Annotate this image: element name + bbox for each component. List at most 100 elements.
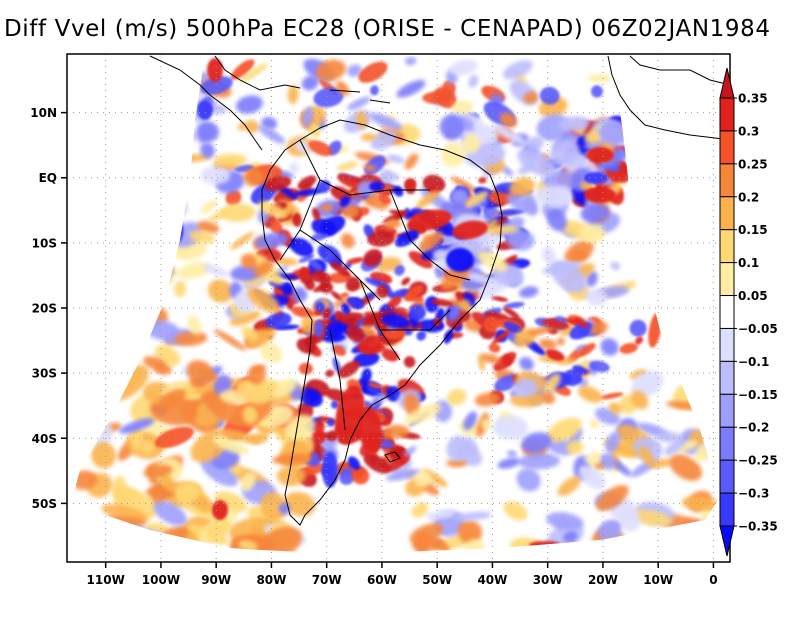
contour-cell bbox=[481, 418, 492, 430]
contour-cell bbox=[313, 320, 324, 338]
contour-cell bbox=[669, 454, 703, 481]
contour-cell bbox=[497, 208, 525, 216]
contour-cell bbox=[539, 86, 560, 105]
contour-cell bbox=[346, 257, 365, 265]
contour-cell bbox=[351, 467, 370, 485]
contour-cell bbox=[304, 279, 316, 291]
x-tick-label: 100W bbox=[142, 573, 180, 587]
y-tick-label: 10S bbox=[32, 236, 57, 250]
contour-cell bbox=[401, 277, 411, 286]
coastline bbox=[607, 55, 731, 141]
contour-cell bbox=[153, 275, 173, 286]
contour-cell bbox=[491, 124, 526, 145]
contour-cell bbox=[477, 250, 508, 272]
contour-cell bbox=[240, 63, 268, 83]
contour-cell bbox=[89, 379, 106, 393]
contour-cell bbox=[315, 59, 346, 82]
contour-cell bbox=[535, 185, 574, 208]
contour-cell bbox=[158, 388, 186, 410]
contour-cell bbox=[339, 195, 351, 207]
contour-cell bbox=[288, 163, 300, 174]
contour-cell bbox=[597, 147, 629, 169]
contour-cell bbox=[230, 59, 255, 80]
contour-cell bbox=[97, 525, 141, 536]
contour-cell bbox=[298, 362, 313, 375]
contour-cell bbox=[332, 297, 350, 308]
contour-cell bbox=[248, 433, 269, 444]
contour-cell bbox=[297, 175, 317, 190]
contour-cell bbox=[381, 313, 410, 329]
contour-cell bbox=[580, 180, 594, 192]
contour-cell bbox=[212, 435, 249, 455]
coastline bbox=[369, 99, 391, 104]
contour-cell bbox=[393, 186, 404, 197]
coastline bbox=[299, 179, 381, 301]
contour-cell bbox=[177, 262, 211, 279]
colorbar-swatch bbox=[719, 97, 735, 132]
contour-cell bbox=[546, 208, 567, 232]
contour-cell bbox=[608, 402, 622, 415]
colorbar-label: −0.2 bbox=[738, 421, 769, 435]
contour-cell bbox=[141, 440, 154, 455]
contour-cell bbox=[174, 481, 200, 503]
coastline bbox=[389, 189, 471, 281]
colorbar-label: 0.2 bbox=[738, 190, 759, 204]
contour-cell bbox=[589, 360, 610, 373]
contour-cell bbox=[335, 312, 365, 325]
contour-cell bbox=[330, 261, 351, 277]
contour-cell bbox=[416, 190, 440, 209]
colorbar-label: 0.05 bbox=[738, 289, 768, 303]
contour-cell bbox=[197, 100, 213, 120]
contour-cell bbox=[335, 80, 350, 96]
contour-cell bbox=[339, 468, 356, 485]
contour-cell bbox=[474, 392, 501, 407]
contour-cell bbox=[586, 147, 614, 163]
contour-cell bbox=[503, 301, 525, 309]
contour-cell bbox=[358, 61, 388, 83]
y-tick-label: 50S bbox=[32, 497, 57, 511]
contour-cell bbox=[207, 279, 233, 303]
contour-cell bbox=[411, 502, 429, 518]
y-tick-label: EQ bbox=[39, 171, 57, 185]
contour-cell bbox=[502, 307, 520, 319]
contour-cell bbox=[322, 452, 338, 488]
contour-cell bbox=[91, 442, 116, 469]
contour-cell bbox=[312, 207, 321, 221]
colorbar-label: 0.3 bbox=[738, 124, 759, 138]
contour-cell bbox=[212, 500, 228, 520]
contour-cell bbox=[648, 459, 673, 469]
chart-title: Diff Vvel (m/s) 500hPa EC28 (ORISE - CEN… bbox=[4, 16, 771, 42]
contour-cell bbox=[578, 465, 606, 490]
contour-cell bbox=[491, 295, 509, 302]
contour-cell bbox=[72, 511, 91, 524]
contour-cell bbox=[370, 85, 379, 96]
contour-cell bbox=[197, 220, 220, 234]
contour-cell bbox=[320, 215, 346, 235]
contour-cell bbox=[518, 453, 561, 470]
contour-cell bbox=[360, 133, 377, 142]
contour-cell bbox=[72, 367, 94, 397]
contour-cell bbox=[590, 321, 608, 336]
colorbar-swatch bbox=[719, 492, 735, 527]
contour-cell bbox=[369, 113, 403, 131]
contour-cell bbox=[364, 316, 377, 324]
contour-cell bbox=[200, 199, 218, 214]
contour-cell bbox=[242, 405, 258, 424]
contour-cell bbox=[463, 411, 478, 431]
contour-cell bbox=[556, 337, 565, 346]
contour-cell bbox=[510, 537, 543, 552]
contour-cell bbox=[674, 440, 698, 453]
contour-cell bbox=[376, 285, 389, 299]
contour-cell bbox=[439, 114, 465, 141]
contour-cell bbox=[447, 305, 461, 322]
coastlines bbox=[149, 55, 731, 526]
contour-cell bbox=[384, 218, 402, 230]
contour-cell bbox=[506, 450, 517, 458]
contour-cell bbox=[396, 80, 426, 98]
contour-cell bbox=[403, 446, 417, 457]
contour-cell bbox=[635, 336, 643, 345]
contour-cell bbox=[363, 453, 391, 474]
contour-cell bbox=[422, 174, 446, 193]
contour-cell bbox=[543, 373, 561, 394]
contour-cell bbox=[381, 169, 400, 181]
